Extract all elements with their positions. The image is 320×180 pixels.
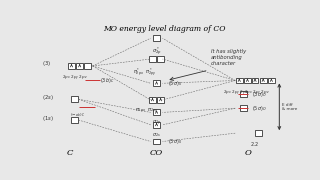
Bar bbox=[149, 97, 156, 103]
Bar bbox=[240, 105, 247, 111]
Bar bbox=[153, 122, 160, 128]
Text: $(3\sigma)_O$: $(3\sigma)_O$ bbox=[252, 90, 267, 99]
Text: $2.2$: $2.2$ bbox=[250, 140, 259, 148]
Text: $2p_x\ 2p_y\ 2p_z$: $2p_x\ 2p_y\ 2p_z$ bbox=[244, 88, 270, 97]
Text: $\sigma^*_{2p}$: $\sigma^*_{2p}$ bbox=[152, 46, 162, 58]
Bar bbox=[260, 78, 267, 83]
Text: $(3b)_C$: $(3b)_C$ bbox=[100, 76, 114, 85]
Bar bbox=[240, 91, 247, 97]
Bar bbox=[157, 56, 164, 62]
Text: MO energy level diagram of CO: MO energy level diagram of CO bbox=[103, 25, 225, 33]
Bar bbox=[236, 78, 243, 83]
Text: $\pi_{2px}\ \ \pi_{2py}$: $\pi_{2px}\ \ \pi_{2py}$ bbox=[135, 107, 159, 116]
Text: C: C bbox=[67, 149, 73, 157]
Bar bbox=[71, 117, 78, 123]
Text: $\pi^*_{2px}$  $\pi^*_{2py}$: $\pi^*_{2px}$ $\pi^*_{2py}$ bbox=[133, 67, 157, 79]
Text: E diff
& more: E diff & more bbox=[282, 103, 297, 111]
Bar bbox=[76, 63, 83, 69]
Bar bbox=[157, 97, 164, 103]
Bar bbox=[153, 139, 160, 144]
Bar bbox=[153, 80, 160, 86]
Bar bbox=[255, 130, 262, 136]
Bar bbox=[244, 78, 251, 83]
Text: O: O bbox=[245, 149, 252, 157]
Text: $(5\sigma)_0$: $(5\sigma)_0$ bbox=[168, 79, 182, 88]
Text: $(5\sigma)_O$: $(5\sigma)_O$ bbox=[252, 104, 267, 113]
Text: $\sigma_{2p}$: $\sigma_{2p}$ bbox=[152, 119, 161, 128]
Bar bbox=[153, 35, 160, 41]
Text: $(3)$: $(3)$ bbox=[43, 59, 52, 68]
Text: $2p_x\ 2p_y\ 2p_z$: $2p_x\ 2p_y\ 2p_z$ bbox=[223, 88, 249, 97]
Bar bbox=[268, 78, 275, 83]
Bar bbox=[149, 56, 156, 62]
Text: It has slightly
antibonding
character: It has slightly antibonding character bbox=[211, 49, 246, 66]
Bar bbox=[71, 96, 78, 102]
Text: CO: CO bbox=[150, 149, 163, 157]
Text: $(1s)$: $(1s)$ bbox=[43, 114, 54, 123]
Bar bbox=[252, 78, 259, 83]
Bar bbox=[68, 63, 75, 69]
Text: $2p_x\ 2p_y\ 2p_z$: $2p_x\ 2p_y\ 2p_z$ bbox=[62, 74, 87, 82]
Text: $(2s)$: $(2s)$ bbox=[43, 93, 54, 102]
Bar bbox=[153, 109, 160, 115]
Text: $\sigma_{2s}$: $\sigma_{2s}$ bbox=[152, 132, 161, 139]
Bar bbox=[84, 63, 91, 69]
Text: $(-\sigma_b)_C$: $(-\sigma_b)_C$ bbox=[69, 112, 85, 119]
Text: $(3\sigma)_0$: $(3\sigma)_0$ bbox=[168, 137, 182, 146]
